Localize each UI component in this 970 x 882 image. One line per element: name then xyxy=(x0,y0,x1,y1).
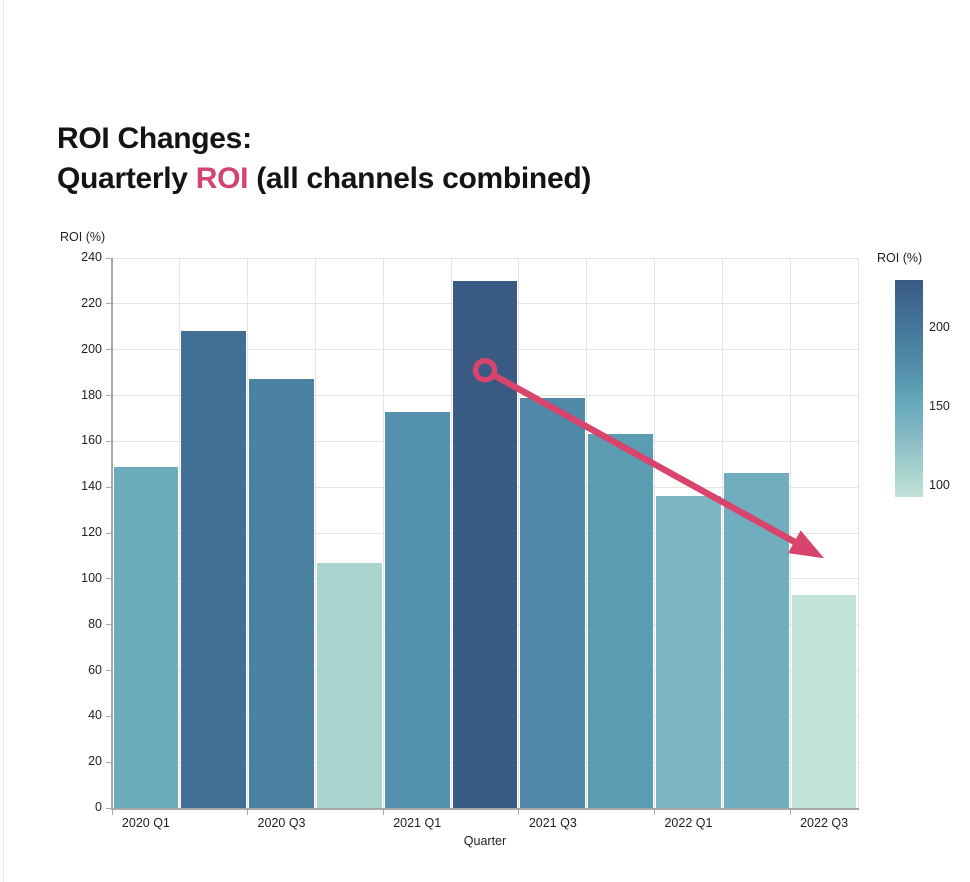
y-tick-mark xyxy=(106,349,112,351)
y-tick-label: 200 xyxy=(81,341,102,356)
x-gridline xyxy=(654,258,656,808)
bar xyxy=(384,411,450,808)
x-tick-mark xyxy=(654,809,656,815)
y-tick-mark xyxy=(106,532,112,534)
x-gridline xyxy=(450,258,452,808)
bar xyxy=(656,496,721,808)
y-tick-label: 180 xyxy=(81,387,102,402)
y-axis-line xyxy=(111,258,113,809)
x-gridline xyxy=(179,258,181,808)
x-gridline xyxy=(247,258,249,808)
y-axis-title: ROI (%) xyxy=(60,230,106,244)
bar xyxy=(316,562,382,808)
chart-title: ROI Changes: Quarterly ROI (all channels… xyxy=(57,119,591,199)
y-tick-label: 160 xyxy=(81,433,102,448)
y-tick-label: 60 xyxy=(88,662,102,677)
x-gridline xyxy=(789,258,791,808)
y-tick-mark xyxy=(106,486,112,488)
x-gridline xyxy=(857,258,859,808)
y-tick-label: 0 xyxy=(95,800,102,814)
x-tick-label: 2021 Q1 xyxy=(393,816,442,830)
x-tick-label: 2020 Q1 xyxy=(121,816,170,830)
bar xyxy=(791,594,857,808)
title-suffix: (all channels combined) xyxy=(248,162,592,195)
y-tick-label: 40 xyxy=(88,708,102,723)
bar xyxy=(723,473,789,808)
x-gridline xyxy=(518,258,520,808)
title-highlight-roi: ROI xyxy=(195,162,249,195)
bar xyxy=(520,397,586,808)
bar xyxy=(588,434,654,808)
x-tick-label: 2020 Q3 xyxy=(257,816,306,830)
x-tick-mark xyxy=(247,809,249,815)
x-axis-title: Quarter xyxy=(463,834,507,848)
legend-gradient xyxy=(895,280,923,497)
x-tick-label: 2022 Q1 xyxy=(664,816,713,830)
y-tick-label: 20 xyxy=(88,754,102,769)
x-gridline xyxy=(586,258,588,808)
x-gridline xyxy=(721,258,723,808)
y-tick-mark xyxy=(106,761,112,763)
legend-tick-label: 200 xyxy=(929,319,950,334)
y-tick-mark xyxy=(106,807,112,809)
x-tick-mark xyxy=(789,809,791,815)
panel-left-border xyxy=(3,0,4,882)
y-tick-label: 80 xyxy=(88,616,102,631)
x-tick-mark xyxy=(382,809,384,815)
x-gridline xyxy=(314,258,316,808)
y-gridline xyxy=(112,257,858,259)
y-tick-label: 240 xyxy=(81,250,102,264)
y-tick-mark xyxy=(106,395,112,396)
y-tick-mark xyxy=(106,578,112,580)
y-tick-mark xyxy=(106,670,112,671)
x-tick-label: 2022 Q3 xyxy=(800,816,849,830)
chart-title-line1: ROI Changes: xyxy=(57,122,252,155)
x-tick-mark xyxy=(111,809,113,815)
legend-tick-label: 150 xyxy=(929,398,950,413)
bar xyxy=(452,280,518,808)
y-tick-label: 220 xyxy=(81,295,102,310)
y-tick-mark xyxy=(106,715,112,717)
x-tick-label: 2021 Q3 xyxy=(528,816,577,830)
bar xyxy=(181,331,247,808)
bar xyxy=(249,379,314,808)
y-tick-mark xyxy=(106,440,112,442)
y-tick-mark xyxy=(106,624,112,626)
y-tick-label: 120 xyxy=(81,525,102,539)
bar xyxy=(113,466,179,808)
legend-title: ROI (%) xyxy=(877,251,923,265)
x-axis-line xyxy=(111,808,859,810)
y-tick-label: 100 xyxy=(81,570,102,585)
legend-tick-label: 100 xyxy=(929,477,950,492)
y-tick-mark xyxy=(106,303,112,305)
title-prefix: Quarterly xyxy=(57,162,196,195)
y-tick-label: 140 xyxy=(81,479,102,494)
y-tick-mark xyxy=(106,257,112,259)
chart-title-line2: Quarterly ROI (all channels combined) xyxy=(57,159,591,199)
x-gridline xyxy=(382,258,384,808)
x-tick-mark xyxy=(518,809,520,815)
